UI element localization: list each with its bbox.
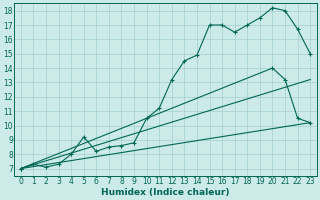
X-axis label: Humidex (Indice chaleur): Humidex (Indice chaleur) bbox=[101, 188, 230, 197]
